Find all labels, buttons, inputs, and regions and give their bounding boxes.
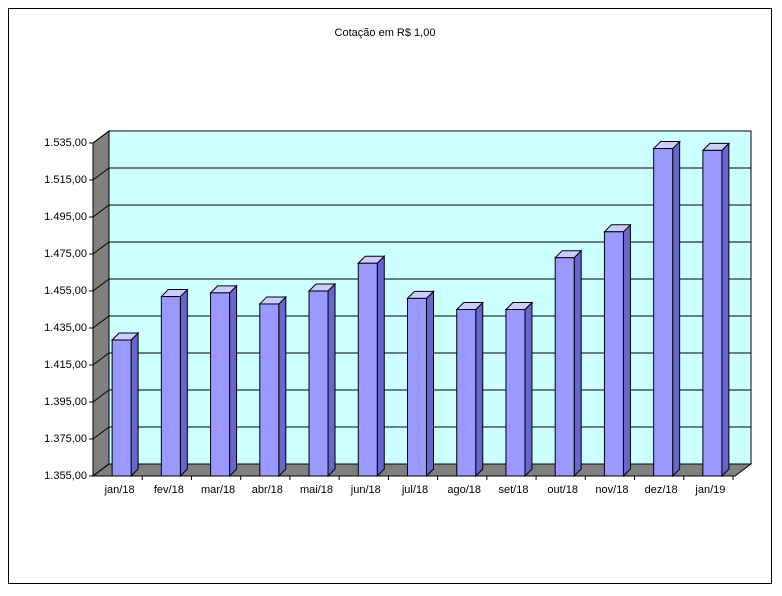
grid-line: [92, 389, 751, 403]
bar: [259, 303, 280, 477]
grid-line: [92, 204, 751, 218]
bar: [603, 231, 624, 477]
bar: [160, 296, 181, 477]
side-wall: [92, 130, 110, 477]
x-tick-label: set/18: [498, 484, 528, 496]
x-tick-label: abr/18: [252, 484, 283, 496]
y-tick-label: 1.475,00: [44, 248, 87, 260]
grid-line: [92, 426, 751, 440]
grid-line: [92, 241, 751, 255]
x-tick-label: mar/18: [201, 484, 235, 496]
x-tick-label: out/18: [547, 484, 578, 496]
x-tick-label: jun/18: [350, 484, 381, 496]
bar: [702, 149, 723, 477]
bar: [111, 339, 132, 477]
bar-side: [278, 295, 287, 478]
bar-side: [229, 284, 238, 478]
x-tick-label: nov/18: [595, 484, 628, 496]
y-tick-label: 1.455,00: [44, 285, 87, 297]
y-tick-label: 1.535,00: [44, 137, 87, 149]
grid-line: [92, 352, 751, 366]
bar: [308, 290, 329, 477]
bar-side: [376, 255, 385, 478]
bar: [653, 148, 674, 477]
grid-line: [92, 167, 751, 181]
grid-line: [92, 130, 751, 144]
y-tick-label: 1.435,00: [44, 322, 87, 334]
y-tick-label: 1.495,00: [44, 211, 87, 223]
x-tick-label: jul/18: [401, 484, 428, 496]
x-tick-label: mai/18: [300, 484, 333, 496]
x-tick-label: fev/18: [154, 484, 184, 496]
bar: [210, 292, 231, 477]
bar: [407, 297, 427, 477]
chart-title: Cotação em R$ 1,00: [335, 27, 436, 39]
x-tick-label: jan/18: [104, 484, 135, 496]
y-tick-label: 1.355,00: [44, 470, 87, 482]
x-tick-label: jan/19: [694, 484, 725, 496]
bar: [357, 262, 378, 477]
grid-line: [92, 315, 751, 329]
x-tick-label: dez/18: [645, 484, 678, 496]
bar: [505, 309, 526, 477]
y-tick-label: 1.515,00: [44, 174, 87, 186]
bar-side: [130, 331, 139, 478]
bar-side: [524, 301, 533, 478]
y-tick-label: 1.375,00: [44, 433, 87, 445]
y-tick-label: 1.415,00: [44, 359, 87, 371]
bar-side: [672, 140, 681, 478]
bar: [554, 257, 575, 477]
bar: [456, 309, 477, 477]
grid-line: [92, 463, 751, 477]
bar-side: [573, 249, 582, 478]
grid-line: [92, 278, 751, 292]
y-tick-label: 1.395,00: [44, 396, 87, 408]
bar-side: [327, 282, 336, 478]
x-tick-label: ago/18: [447, 484, 481, 496]
bar-side: [475, 301, 484, 478]
bar-side: [721, 142, 730, 478]
bar-side: [426, 290, 434, 478]
bar-side: [622, 223, 631, 478]
bar-side: [179, 288, 188, 478]
